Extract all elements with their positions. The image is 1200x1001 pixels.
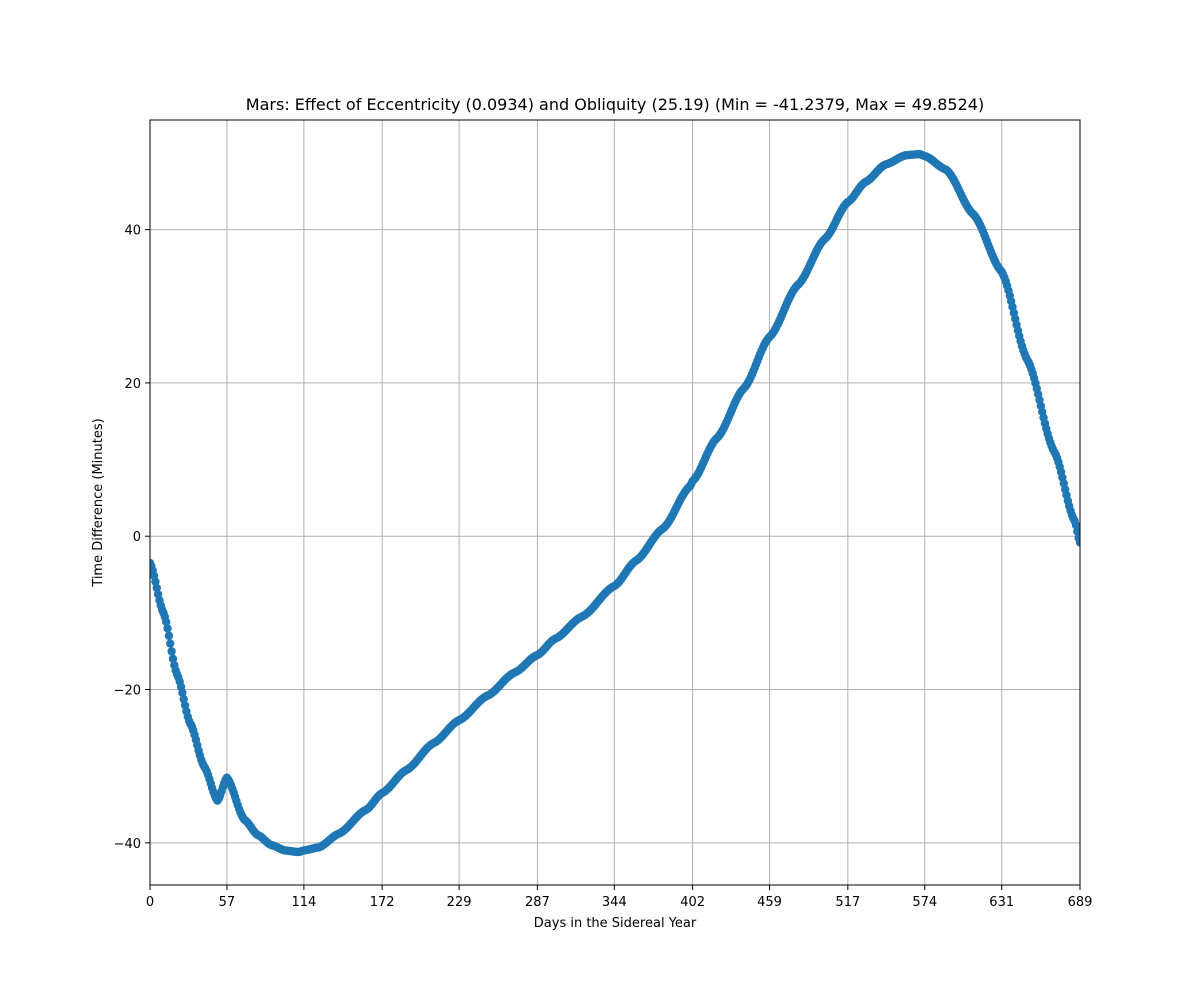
data-point <box>163 624 172 633</box>
x-tick-label: 402 <box>680 895 705 910</box>
x-tick-label: 287 <box>525 895 550 910</box>
data-point <box>152 583 161 593</box>
data-point <box>151 577 160 586</box>
data-point <box>167 647 176 656</box>
y-tick-label: −20 <box>114 684 141 699</box>
x-tick-label: 574 <box>912 895 937 910</box>
data-point <box>168 654 178 663</box>
x-tick-label: 459 <box>757 895 782 910</box>
data-point <box>1073 527 1080 536</box>
y-tick-label: 20 <box>124 377 141 392</box>
plot-frame <box>149 119 1081 886</box>
x-axis-label: Days in the Sidereal Year <box>534 916 697 931</box>
data-point <box>1071 520 1080 530</box>
x-tick-label: 114 <box>291 895 316 910</box>
data-points <box>150 149 1080 857</box>
x-tick-label: 0 <box>146 895 154 910</box>
x-tick-label: 229 <box>447 895 472 910</box>
x-tick-label: 344 <box>602 895 627 910</box>
x-tick-label: 631 <box>989 895 1014 910</box>
x-tick-label: 172 <box>370 895 395 910</box>
y-tick-label: −40 <box>114 837 141 852</box>
x-tick-label: 689 <box>1068 895 1093 910</box>
data-point <box>178 688 187 697</box>
y-axis-label: Time Difference (Minutes) <box>91 418 106 587</box>
ticks: 0 57 114 172 229 287 344 402 459 517 574 631 689 −40 −… <box>114 224 1093 910</box>
data-point <box>166 639 175 648</box>
y-tick-label: 0 <box>133 530 141 545</box>
data-point <box>179 694 188 704</box>
y-tick-label: 40 <box>124 224 141 239</box>
x-tick-label: 57 <box>219 895 236 910</box>
data-point <box>164 631 174 640</box>
chart-title: Mars: Effect of Eccentricity (0.0934) an… <box>246 95 984 114</box>
data-point <box>162 617 171 627</box>
data-point <box>1075 538 1080 547</box>
x-tick-label: 517 <box>835 895 860 910</box>
grid <box>149 120 1081 885</box>
